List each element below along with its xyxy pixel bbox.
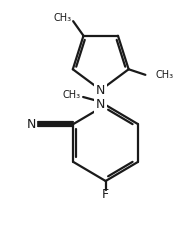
Text: N: N: [27, 118, 36, 130]
Text: F: F: [102, 188, 109, 201]
Text: CH₃: CH₃: [53, 13, 71, 23]
Text: N: N: [96, 84, 105, 96]
Text: CH₃: CH₃: [62, 90, 81, 100]
Text: CH₃: CH₃: [155, 70, 173, 80]
Text: N: N: [96, 98, 105, 112]
